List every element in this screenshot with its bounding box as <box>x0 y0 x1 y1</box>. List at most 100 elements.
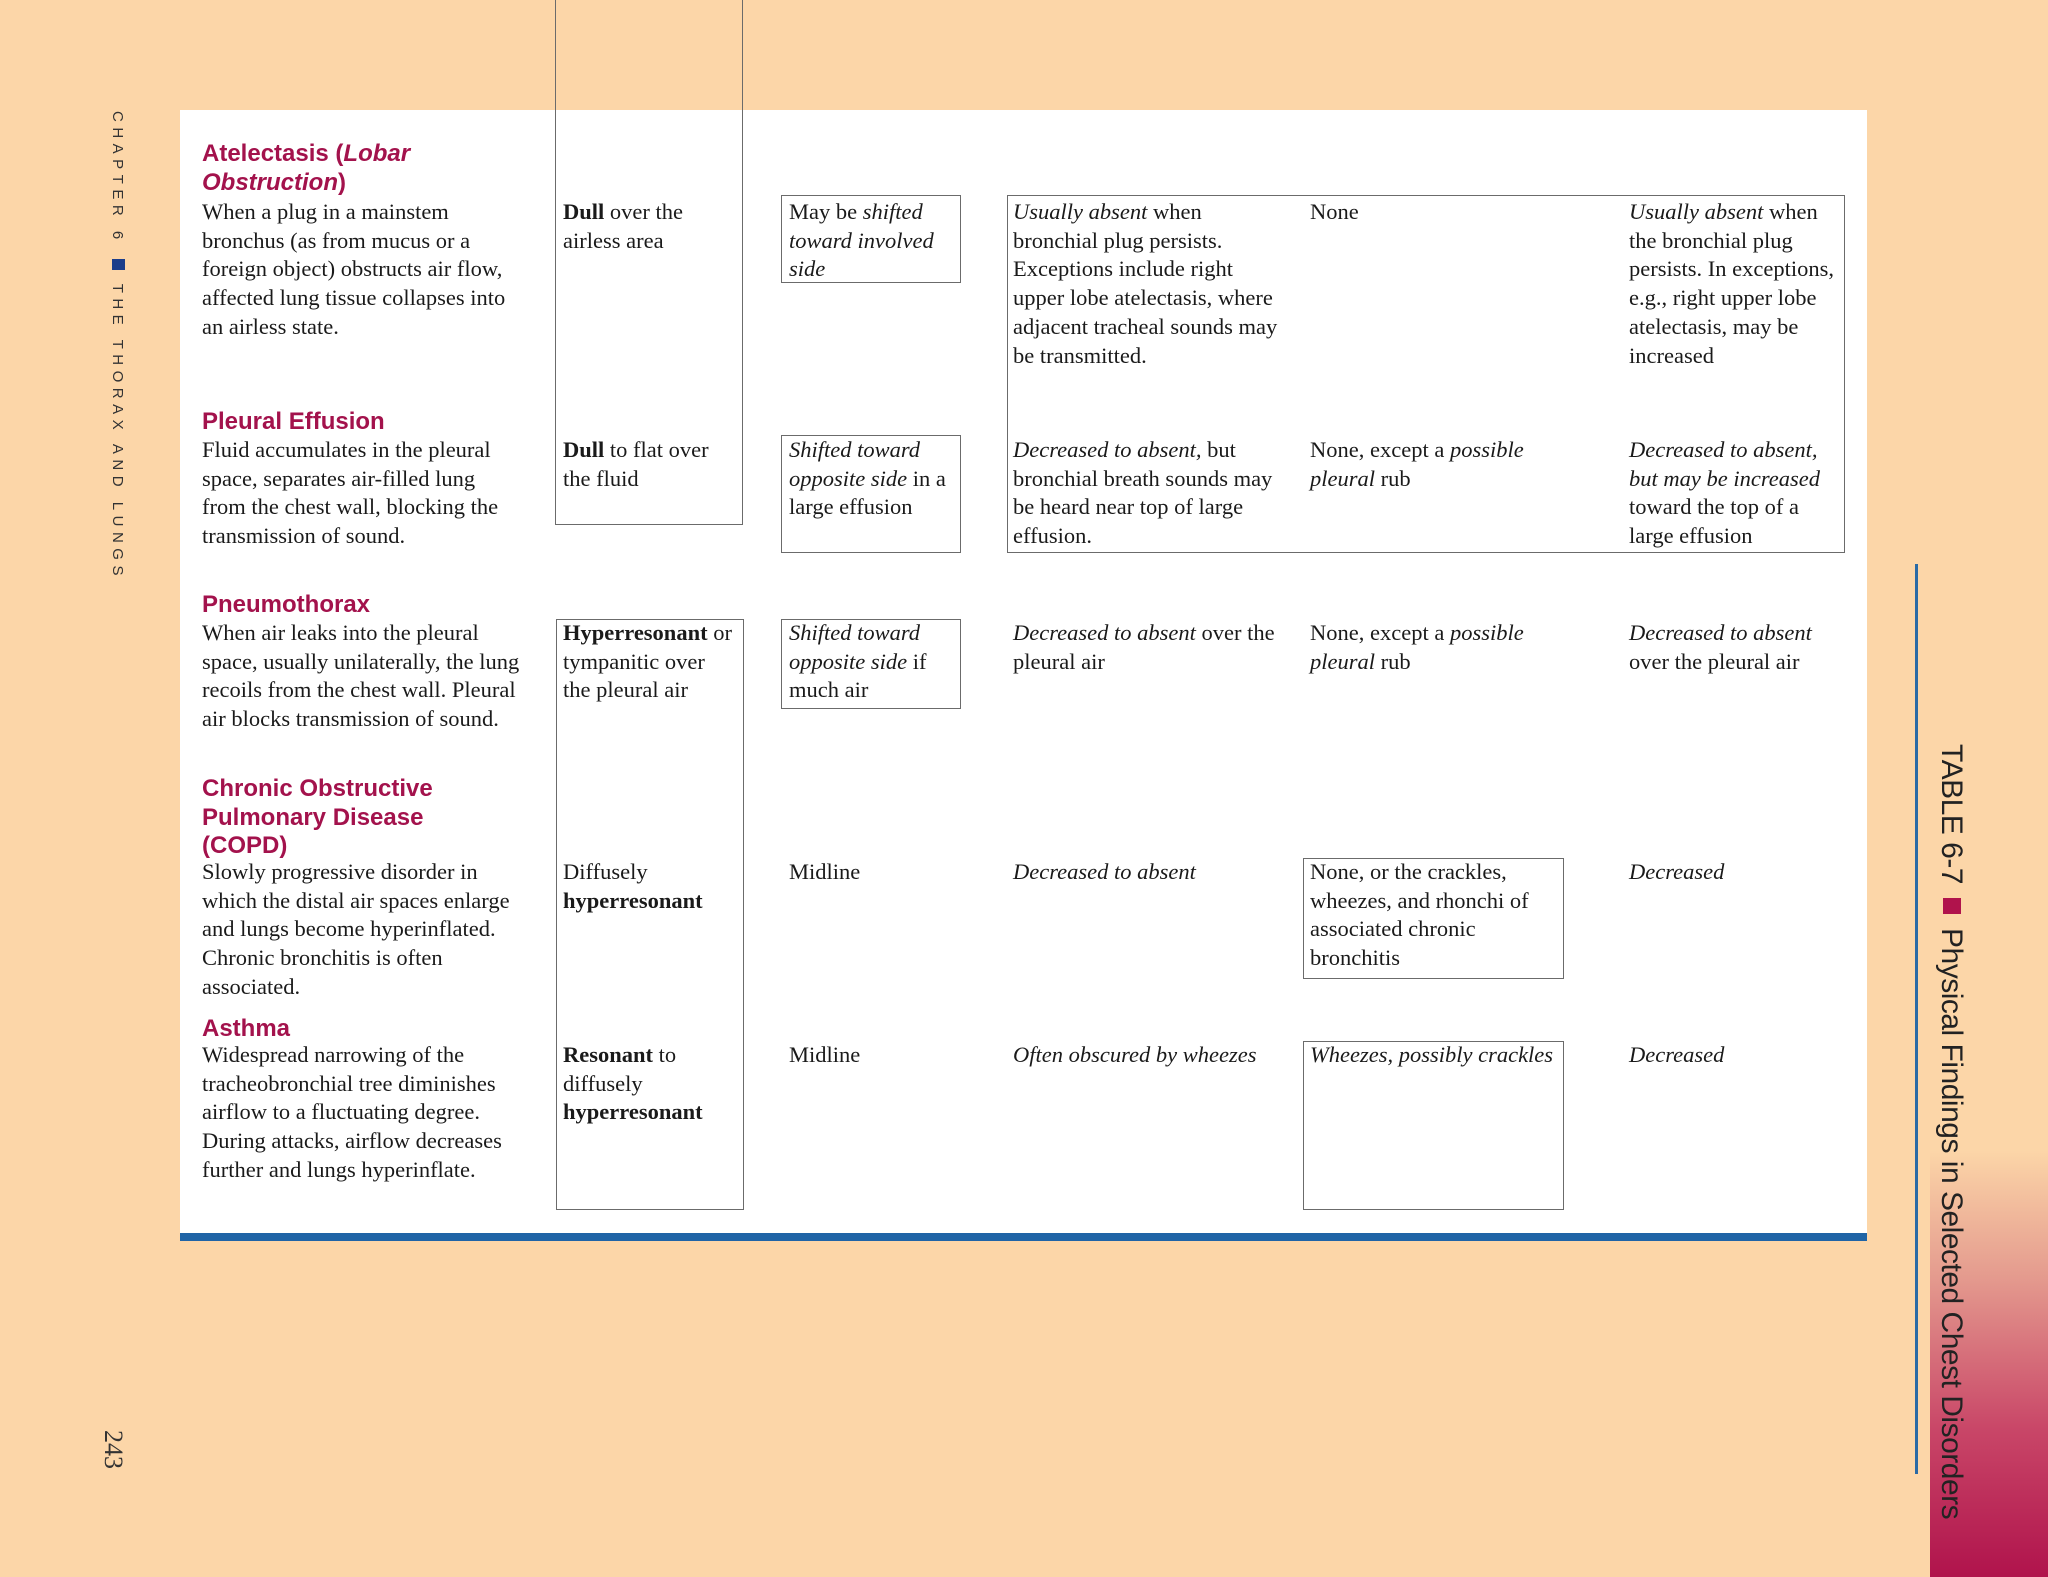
text-segment: Dull <box>563 437 605 462</box>
title-rule <box>1915 564 1918 1474</box>
trachea-box-1 <box>781 195 961 283</box>
text-segment: over the pleural air <box>1629 648 1800 674</box>
cell-breath-sounds: Decreased to absent over the pleural air <box>1013 619 1283 676</box>
cell-adventitious: None, or the crackles, wheezes, and rhon… <box>1310 858 1560 973</box>
text-segment: rub <box>1375 465 1411 491</box>
cell-description: Fluid accumulates in the pleural space, … <box>202 436 522 551</box>
text-segment: Usually absent <box>1013 199 1148 224</box>
cell-trachea: Midline <box>789 1041 957 1070</box>
text-segment: Shifted toward opposite side <box>789 437 921 491</box>
text-segment: hyperresonant <box>563 1099 703 1125</box>
square-marker-icon <box>112 258 125 270</box>
running-head: CHAPTER 6 THE THORAX AND LUNGS <box>109 111 126 581</box>
text-segment: Shifted toward opposite side <box>789 620 921 674</box>
text-segment: Decreased to absent <box>1629 620 1812 645</box>
text-segment: but bronchial breath sounds may be heard… <box>1013 437 1273 549</box>
title-tab-gradient <box>1930 1150 2048 1577</box>
cell-fremitus: Decreased to absent, but may be increase… <box>1629 436 1839 551</box>
cell-breath-sounds: Usually absent when bronchial plug persi… <box>1013 198 1283 370</box>
text-segment: ) <box>338 168 346 196</box>
adventitious-box-1 <box>1303 858 1564 979</box>
cell-breath-sounds: Decreased to absent, but bronchial breat… <box>1013 436 1283 551</box>
text-segment: Chronic Obstructive Pulmonary Disease (C… <box>202 775 433 860</box>
text-segment: Atelectasis <box>202 140 329 167</box>
text-segment: None, except a <box>1310 620 1450 645</box>
text-segment: None, or the crackles, wheezes, and rhon… <box>1310 859 1529 971</box>
chapter-label: CHAPTER 6 <box>109 111 126 245</box>
disorder-name: Chronic Obstructive Pulmonary Disease (C… <box>202 775 462 861</box>
text-segment: to flat over the fluid <box>563 437 709 491</box>
section-label: THE THORAX AND LUNGS <box>109 283 126 581</box>
text-segment: Wheezes, possibly crackles <box>1310 1042 1554 1067</box>
disorder-name: Pneumothorax <box>202 591 522 620</box>
text-segment: Often obscured by wheezes <box>1013 1042 1257 1067</box>
text-segment: over the pleural air <box>1013 620 1275 674</box>
text-segment: rub <box>1375 648 1411 674</box>
text-segment: Decreased to absent, but may be increase… <box>1629 437 1820 491</box>
cell-percussion: Diffusely hyperresonant <box>563 858 733 915</box>
text-segment: Dull <box>563 199 605 224</box>
text-segment: Usually absent <box>1629 199 1764 224</box>
text-segment: Pneumothorax <box>202 591 371 618</box>
text-segment: ( <box>328 140 344 167</box>
cell-trachea: Shifted toward opposite side if much air <box>789 619 957 705</box>
text-segment: When air leaks into the pleural space, u… <box>202 620 520 732</box>
text-segment: Widespread narrowing of the tracheobronc… <box>202 1042 502 1182</box>
table-title: TABLE 6-7 Physical Findings in Selected C… <box>1934 744 1968 1519</box>
cell-fremitus: Usually absent when the bronchial plug p… <box>1629 198 1839 370</box>
cell-trachea: Midline <box>789 858 957 887</box>
cell-breath-sounds: Often obscured by wheezes <box>1013 1041 1283 1070</box>
cell-percussion: Dull to flat over the fluid <box>563 436 733 493</box>
cell-trachea: May be shifted toward involved side <box>789 198 957 284</box>
cell-description: Slowly progressive disorder in which the… <box>202 858 522 1002</box>
cell-adventitious: None <box>1310 198 1560 227</box>
text-segment: Decreased <box>1629 859 1725 884</box>
cell-fremitus: Decreased to absent over the pleural air <box>1629 619 1839 676</box>
square-marker-icon <box>1943 898 1961 915</box>
cell-description: Widespread narrowing of the tracheobronc… <box>202 1041 522 1185</box>
percussion-box-top <box>555 0 743 525</box>
text-segment: Pleural Effusion <box>202 408 385 435</box>
disorder-name: Atelectasis (Lobar Obstruction) <box>202 140 522 197</box>
cell-description: When air leaks into the pleural space, u… <box>202 619 522 734</box>
cell-adventitious: None, except a possible pleural rub <box>1310 436 1560 493</box>
text-segment: possible pleural <box>1310 620 1524 674</box>
text-segment: None <box>1310 199 1359 224</box>
percussion-box-bottom <box>556 619 744 1210</box>
text-segment: Midline <box>789 1042 861 1067</box>
disorder-name: Asthma <box>202 1015 522 1044</box>
text-segment: Slowly progressive disorder in which the… <box>202 859 510 999</box>
trachea-box-3 <box>781 619 961 709</box>
text-segment: in a large effusion <box>789 465 946 520</box>
text-segment: Fluid accumulates in the pleural space, … <box>202 437 499 549</box>
cell-description: When a plug in a mainstem bronchus (as f… <box>202 198 522 342</box>
page-number: 243 <box>99 1430 128 1469</box>
cell-adventitious: Wheezes, possibly crackles <box>1310 1041 1560 1070</box>
text-segment: Resonant <box>563 1042 654 1067</box>
text-segment: Hyperresonant <box>563 620 708 645</box>
text-segment: possible pleural <box>1310 437 1524 491</box>
text-segment: Decreased to absent <box>1013 620 1196 645</box>
text-segment: toward the top of a large effusion <box>1629 494 1799 549</box>
text-segment: When a plug in a mainstem bronchus (as f… <box>202 199 506 339</box>
cell-percussion: Hyperresonant or tympanitic over the ple… <box>563 619 733 705</box>
table-panel <box>180 110 1867 1235</box>
cell-fremitus: Decreased <box>1629 858 1839 887</box>
text-segment: Decreased <box>1629 1042 1725 1067</box>
text-segment: or tympanitic over the pleural air <box>563 620 732 703</box>
cell-breath-sounds: Decreased to absent <box>1013 858 1283 887</box>
text-segment: Lobar Obstruction <box>202 140 411 196</box>
text-segment: shifted toward involved side <box>789 199 934 282</box>
cell-trachea: Shifted toward opposite side in a large … <box>789 436 957 522</box>
text-segment: to diffusely <box>563 1042 677 1096</box>
table-label: TABLE 6-7 <box>1935 744 1968 885</box>
breath-fremitus-box <box>1007 195 1845 553</box>
text-segment: when the bronchial plug persists. In exc… <box>1629 199 1834 368</box>
text-segment: hyperresonant <box>563 887 703 913</box>
text-segment: Asthma <box>202 1015 291 1042</box>
text-segment: Midline <box>789 859 861 884</box>
text-segment: None, except a <box>1310 437 1450 462</box>
cell-percussion: Dull over the airless area <box>563 198 733 255</box>
text-segment: May be <box>789 199 863 224</box>
text-segment: Diffusely <box>563 859 648 884</box>
